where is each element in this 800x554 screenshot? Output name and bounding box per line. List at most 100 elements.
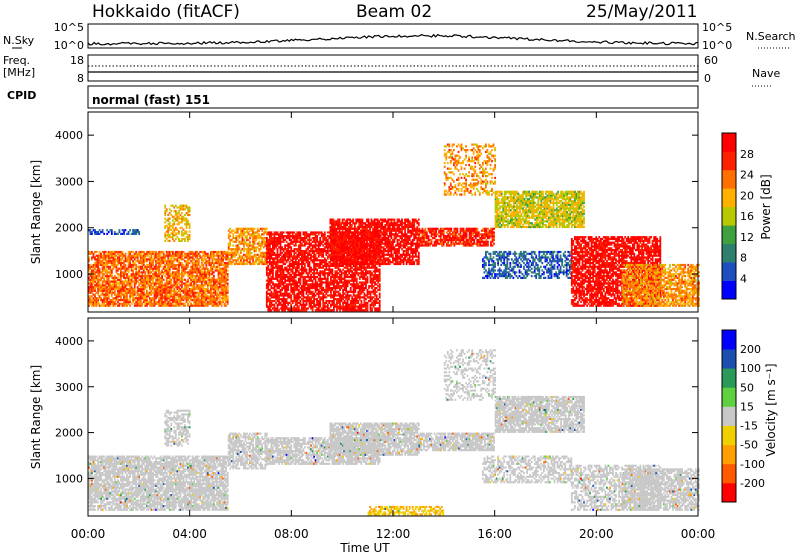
heatmap-cell xyxy=(335,304,337,306)
heatmap-cell xyxy=(295,243,297,245)
heatmap-cell xyxy=(138,275,140,277)
heatmap-cell xyxy=(187,221,189,223)
heatmap-cell xyxy=(292,293,294,295)
heatmap-cell xyxy=(304,237,306,239)
heatmap-cell xyxy=(286,237,288,239)
heatmap-cell xyxy=(193,297,195,299)
heatmap-cell xyxy=(129,297,131,299)
heatmap-cell xyxy=(172,236,174,238)
heatmap-cell xyxy=(120,303,122,305)
heatmap-cell xyxy=(181,251,183,253)
heatmap-cell xyxy=(114,286,116,288)
heatmap-cell xyxy=(181,238,183,240)
heatmap-cell xyxy=(151,279,153,281)
heatmap-cell xyxy=(359,304,361,306)
heatmap-cell xyxy=(304,296,306,298)
heatmap-cell xyxy=(108,251,110,253)
freq-tick-bottom: 8 xyxy=(77,72,84,85)
heatmap-cell xyxy=(163,284,165,286)
heatmap-cell xyxy=(144,275,146,277)
heatmap-cell xyxy=(163,258,165,260)
heatmap-cell xyxy=(213,264,215,266)
heatmap-cell xyxy=(169,212,171,214)
heatmap-cell xyxy=(181,216,183,218)
heatmap-cell xyxy=(132,251,134,253)
heatmap-cell xyxy=(316,257,318,259)
heatmap-cell xyxy=(283,237,285,239)
heatmap-cell xyxy=(368,287,370,289)
heatmap-cell xyxy=(181,227,183,229)
heatmap-cell xyxy=(255,250,257,252)
heatmap-cell xyxy=(312,307,314,309)
heatmap-cell xyxy=(169,234,171,236)
heatmap-cell xyxy=(310,250,312,252)
power-panel: 1000200030004000 Slant Range [km] 282420… xyxy=(29,112,773,312)
heatmap-cell xyxy=(261,261,263,263)
heatmap-cell xyxy=(277,250,279,252)
heatmap-cell xyxy=(128,271,130,273)
heatmap-cell xyxy=(272,281,274,283)
heatmap-cell xyxy=(91,271,93,273)
heatmap-cell xyxy=(219,282,221,284)
heatmap-cell xyxy=(324,233,326,235)
heatmap-cell xyxy=(274,261,276,263)
heatmap-cell xyxy=(146,305,148,307)
heatmap-cell xyxy=(310,293,312,295)
heatmap-cell xyxy=(157,273,159,275)
heatmap-cell xyxy=(304,254,306,256)
heatmap-cell xyxy=(120,271,122,273)
heatmap-cell xyxy=(267,306,269,308)
heatmap-cell xyxy=(219,271,221,273)
heatmap-cell xyxy=(280,257,282,259)
heatmap-cell xyxy=(175,275,177,277)
heatmap-cell xyxy=(213,271,215,273)
heatmap-cell xyxy=(132,262,134,264)
heatmap-cell xyxy=(286,287,288,289)
heatmap-cell xyxy=(189,231,191,233)
heatmap-cell xyxy=(207,305,209,307)
heatmap-cell xyxy=(151,294,153,296)
heatmap-cell xyxy=(274,300,276,302)
heatmap-cell xyxy=(91,266,93,268)
heatmap-cell xyxy=(178,212,180,214)
heatmap-cell xyxy=(292,307,294,309)
heatmap-cell xyxy=(213,275,215,277)
heatmap-cell xyxy=(316,272,318,274)
heatmap-cell xyxy=(335,265,337,267)
heatmap-cell xyxy=(359,281,361,283)
heatmap-cell xyxy=(365,302,367,304)
heatmap-cell xyxy=(225,290,227,292)
heatmap-cell xyxy=(243,233,245,235)
heatmap-cell xyxy=(280,254,282,256)
heatmap-cell xyxy=(157,301,159,303)
heatmap-cell xyxy=(280,233,282,235)
heatmap-cell xyxy=(300,300,302,302)
heatmap-cell xyxy=(132,290,134,292)
heatmap-cell xyxy=(274,289,276,291)
heatmap-cell xyxy=(322,239,324,241)
heatmap-cell xyxy=(169,236,171,238)
heatmap-cell xyxy=(292,250,294,252)
heatmap-cell xyxy=(353,283,355,285)
heatmap-cell xyxy=(359,307,361,309)
heatmap-cell xyxy=(312,291,314,293)
heatmap-cell xyxy=(286,293,288,295)
heatmap-cell xyxy=(219,299,221,301)
heatmap-cell xyxy=(169,240,171,242)
heatmap-cell xyxy=(163,297,165,299)
heatmap-cell xyxy=(347,307,349,309)
heatmap-cell xyxy=(181,297,183,299)
heatmap-cell xyxy=(225,277,227,279)
heatmap-cell xyxy=(341,280,343,282)
heatmap-cell xyxy=(304,300,306,302)
heatmap-cell xyxy=(267,250,269,252)
heatmap-cell xyxy=(219,286,221,288)
heatmap-cell xyxy=(96,297,98,299)
heatmap-cell xyxy=(286,283,288,285)
heatmap-cell xyxy=(333,307,335,309)
heatmap-cell xyxy=(292,280,294,282)
heatmap-cell xyxy=(157,286,159,288)
heatmap-cell xyxy=(169,290,171,292)
heatmap-cell xyxy=(280,231,282,233)
heatmap-cell xyxy=(132,269,134,271)
